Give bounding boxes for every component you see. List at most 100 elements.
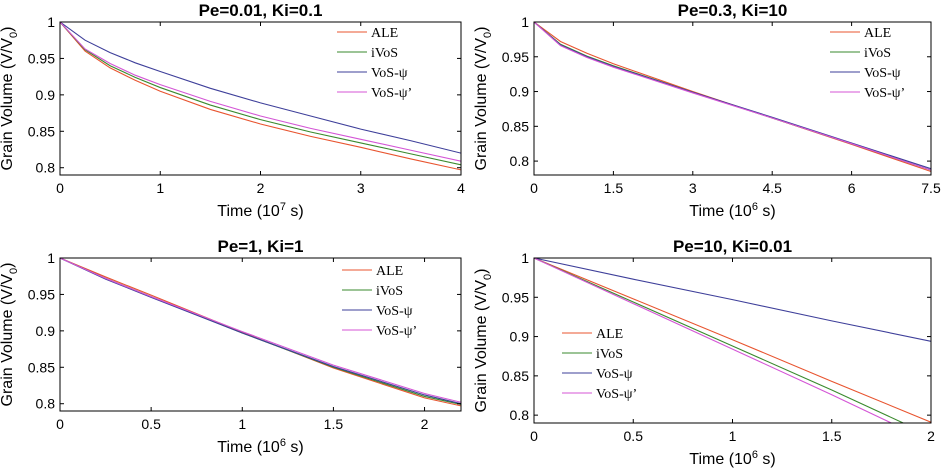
y-axis-label-text: Grain Volume (V/V <box>0 38 16 171</box>
x-tick-label: 2 <box>257 180 265 196</box>
x-tick-label: 0 <box>56 180 64 196</box>
x-axis-label-tail: s) <box>286 439 304 456</box>
series-line-4 <box>60 22 461 162</box>
x-axis-label-sup: 6 <box>752 449 758 461</box>
y-tick-label: 1 <box>521 250 529 266</box>
series-line-1 <box>60 22 461 171</box>
y-tick-label: 0.8 <box>510 153 530 169</box>
x-axis-label: Time (107 s) <box>217 201 303 220</box>
legend-label: ALE <box>371 26 398 41</box>
x-tick-label: 1.5 <box>604 180 624 196</box>
series-group <box>60 258 461 407</box>
y-axis-label-sub: 0 <box>8 268 20 274</box>
y-tick-label: 0.95 <box>28 286 55 302</box>
chart-panel-1: Pe=0.01, Ki=0.1 0 1 2 3 4 0.8 0.85 0.9 0.95 1 Time … <box>0 1 465 220</box>
series-line-4 <box>60 258 461 403</box>
plot-frame <box>59 257 462 412</box>
y-tick-label: 0.95 <box>28 50 55 66</box>
y-axis-label-sub: 0 <box>482 32 494 38</box>
y-tick-label: 1 <box>47 250 55 266</box>
series-line-3 <box>534 258 931 342</box>
x-axis-label-sup: 7 <box>280 201 286 213</box>
legend-label: iVoS <box>864 46 891 61</box>
chart-panel-2: Pe=0.3, Ki=10 0 1.5 3 4.5 6 7.5 0.8 0.85 0.9 0.95 1… <box>473 1 941 220</box>
legend-label: VoS-ψ’ <box>376 324 417 339</box>
series-line-1 <box>534 22 931 173</box>
x-tick-label: 6 <box>848 180 856 196</box>
legend-label: VoS-ψ’ <box>596 387 637 402</box>
y-axis-label-text: Grain Volume (V/V <box>0 274 16 407</box>
series-line-2 <box>60 22 461 166</box>
y-axis-label-text: Grain Volume (V/V <box>473 280 490 413</box>
x-tick-label: 2 <box>421 416 429 432</box>
chart-title: Pe=0.01, Ki=0.1 <box>199 1 323 20</box>
x-axis-label: Time (106 s) <box>689 201 775 220</box>
series-line-2 <box>534 258 904 423</box>
legend-label: iVoS <box>371 46 398 61</box>
series-line-3 <box>60 258 461 405</box>
x-tick-label: 7.5 <box>921 180 941 196</box>
legend-label: ALE <box>596 327 623 342</box>
x-tick-label: 0.5 <box>624 428 644 444</box>
y-tick-label: 0.85 <box>502 118 529 134</box>
x-tick-label: 4 <box>457 180 465 196</box>
series-line-3 <box>534 22 931 170</box>
x-axis-label-text: Time (10 <box>217 203 280 220</box>
chart-panel-4: Pe=10, Ki=0.01 0 0.5 1 1.5 2 0.8 0.85 0.9 0.95 1 Ti… <box>473 237 935 468</box>
chart-title: Pe=1, Ki=1 <box>217 237 303 256</box>
y-tick-label: 1 <box>521 14 529 30</box>
y-axis-label: Grain Volume (V/V0) <box>473 27 494 171</box>
legend-label: VoS-ψ’ <box>864 86 905 101</box>
y-tick-label: 0.9 <box>36 323 56 339</box>
y-tick-label: 0.8 <box>36 396 56 412</box>
plot-frame <box>533 21 932 176</box>
y-axis-label-sub: 0 <box>482 274 494 280</box>
y-tick-label: 0.8 <box>510 407 530 423</box>
y-tick-label: 0.9 <box>510 329 530 345</box>
legend: ALE iVoS VoS-ψ VoS-ψ’ <box>337 26 412 101</box>
x-tick-label: 0 <box>530 428 538 444</box>
legend: ALE iVoS VoS-ψ VoS-ψ’ <box>830 26 905 101</box>
x-axis-label-sup: 6 <box>280 437 286 449</box>
series-group <box>60 22 461 171</box>
x-tick-label: 1 <box>156 180 164 196</box>
x-axis-label: Time (106 s) <box>689 449 775 468</box>
series-group <box>534 258 931 423</box>
y-axis-label: Grain Volume (V/V0) <box>473 269 494 413</box>
y-tick-label: 0.9 <box>36 87 56 103</box>
y-axis-label-tail: ) <box>473 27 490 32</box>
x-axis-label-text: Time (10 <box>689 451 752 468</box>
x-tick-label: 1 <box>729 428 737 444</box>
x-axis-label-text: Time (10 <box>689 203 752 220</box>
series-line-3 <box>60 22 461 154</box>
legend: ALE iVoS VoS-ψ VoS-ψ’ <box>342 264 417 339</box>
legend-label: ALE <box>864 26 891 41</box>
x-tick-label: 0 <box>530 180 538 196</box>
y-axis-label-text: Grain Volume (V/V <box>473 38 490 171</box>
x-tick-label: 3 <box>357 180 365 196</box>
x-tick-label: 4.5 <box>762 180 782 196</box>
x-tick-label: 3 <box>689 180 697 196</box>
y-tick-label: 0.95 <box>502 49 529 65</box>
series-line-4 <box>534 22 931 171</box>
x-tick-label: 2 <box>927 428 935 444</box>
legend-label: VoS-ψ <box>864 66 901 81</box>
x-tick-label: 1.5 <box>324 416 344 432</box>
series-group <box>534 22 931 173</box>
series-line-4 <box>534 258 892 423</box>
x-axis-label-text: Time (10 <box>217 439 280 456</box>
legend: ALE iVoS VoS-ψ VoS-ψ’ <box>562 327 637 402</box>
x-axis-label-tail: s) <box>758 451 776 468</box>
chart-title: Pe=0.3, Ki=10 <box>678 1 788 20</box>
legend-label: VoS-ψ <box>371 66 408 81</box>
y-axis-label-sub: 0 <box>8 32 20 38</box>
x-axis-label: Time (106 s) <box>217 437 303 456</box>
y-tick-label: 1 <box>47 14 55 30</box>
y-tick-label: 0.95 <box>502 289 529 305</box>
y-axis-label-tail: ) <box>0 27 16 32</box>
x-axis-label-sup: 6 <box>752 201 758 213</box>
legend-label: VoS-ψ <box>596 367 633 382</box>
y-axis-label-tail: ) <box>0 263 16 268</box>
x-tick-label: 1 <box>238 416 246 432</box>
chart-title: Pe=10, Ki=0.01 <box>673 237 792 256</box>
